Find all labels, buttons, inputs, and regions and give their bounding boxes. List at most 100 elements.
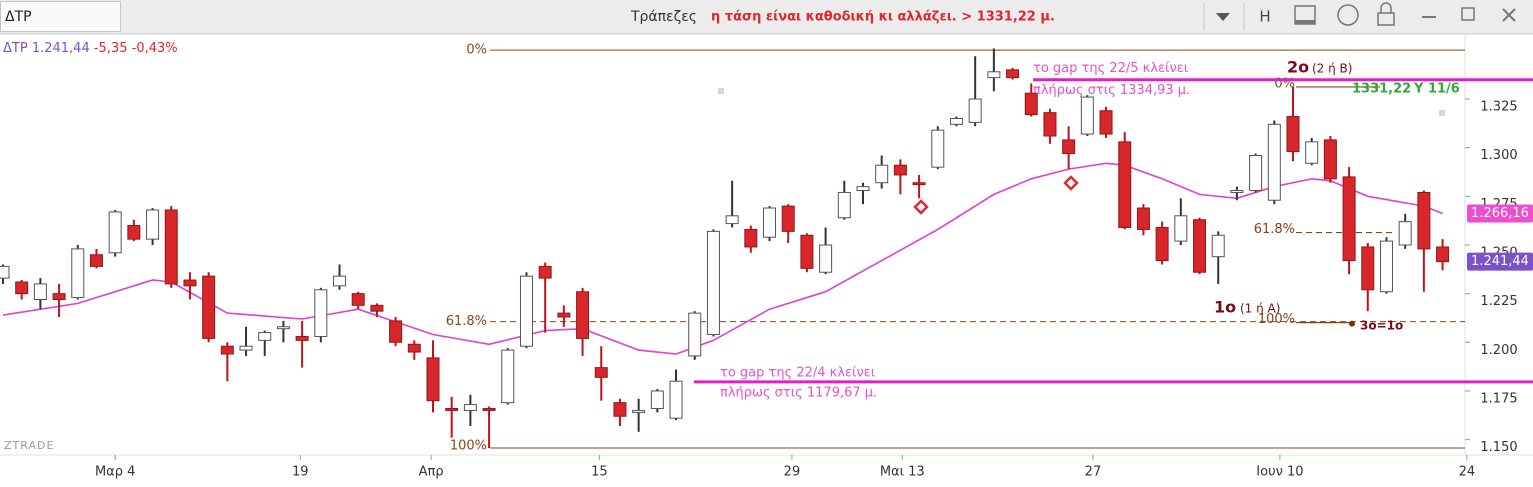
candle-body	[1323, 139, 1337, 180]
candle-body	[1062, 139, 1076, 155]
candle-body	[800, 234, 814, 269]
candle-body	[893, 164, 907, 176]
candle-body	[52, 293, 66, 300]
close-button[interactable]	[1502, 8, 1516, 22]
candle-body	[837, 191, 851, 219]
candle-body	[1043, 112, 1057, 137]
wave-label: 1ο	[1214, 298, 1236, 317]
group-text: Τράπεζες	[630, 9, 697, 25]
x-tick-label: 24	[1459, 465, 1476, 480]
price-label-box	[1467, 204, 1533, 223]
candle-body	[576, 291, 590, 339]
candle-body	[164, 209, 178, 285]
fib-label: 100%	[1258, 312, 1295, 327]
candle-body	[949, 117, 963, 125]
candle-body	[1080, 96, 1094, 135]
candle-body	[856, 186, 870, 192]
marker-square	[1439, 110, 1445, 116]
plot-area	[0, 35, 1533, 455]
candle-body	[463, 404, 477, 411]
dropdown-button[interactable]	[1216, 13, 1230, 21]
lock-button[interactable]	[1377, 12, 1395, 26]
candle-body	[669, 380, 683, 419]
candle-body	[389, 320, 403, 343]
wave-note: (2 ή Β)	[1312, 62, 1352, 76]
candle-body	[1118, 141, 1132, 228]
candle-body	[501, 349, 515, 404]
candle-body	[1136, 207, 1150, 230]
candle-body	[931, 129, 945, 168]
x-tick-label: 15	[591, 465, 608, 480]
candle-body	[725, 215, 739, 225]
candle-body	[987, 71, 1001, 79]
candle-body	[538, 265, 552, 279]
candle-body	[407, 343, 421, 353]
symbol-text: ΔΤΡ	[5, 9, 32, 25]
fib-label: 61.8%	[446, 314, 487, 329]
candle-body	[295, 335, 309, 341]
watermark: ZTRADE	[4, 439, 54, 452]
candle-body	[33, 283, 47, 300]
wave-dot	[1349, 320, 1355, 327]
symbol-input[interactable]	[0, 1, 121, 32]
alert-text: η τάση είναι καθοδική κι αλλάζει. > 1331…	[711, 10, 1055, 25]
candle-body	[426, 357, 440, 402]
panel-button-bar	[1295, 20, 1315, 24]
gap-text: το gap της 22/4 κλείνει	[720, 365, 875, 380]
y-tick-label: 1.325	[1480, 100, 1517, 115]
wave-note: (1 ή Α)	[1240, 302, 1280, 316]
candle-body	[1193, 219, 1207, 273]
fib-label: 100%	[450, 438, 487, 453]
candle-body	[127, 225, 141, 240]
x-tick-label: Μαρ 4	[95, 465, 135, 480]
candle-body	[688, 312, 702, 357]
y-tick-label: 1.150	[1480, 440, 1517, 455]
x-tick-label: 27	[1085, 465, 1102, 480]
candle-body	[1286, 116, 1300, 153]
candle-body	[146, 209, 160, 240]
marker-square	[718, 88, 724, 94]
y-tick-label: 1.225	[1480, 294, 1517, 309]
signal-marker	[1063, 175, 1079, 191]
candle-body	[239, 345, 253, 351]
wave-label: 3ο=1ο	[1360, 319, 1403, 333]
candle-body	[71, 248, 85, 299]
candle-body	[445, 407, 459, 411]
y-tick-label: 1.300	[1480, 148, 1517, 163]
candle-body	[89, 254, 103, 267]
x-tick-label: 19	[292, 465, 309, 480]
candle-body	[314, 289, 328, 337]
candle-body	[1267, 123, 1281, 201]
candle-body	[632, 409, 646, 413]
candle-body	[1361, 246, 1375, 291]
candle-body	[1342, 176, 1356, 262]
candle-body	[15, 281, 29, 295]
candle-body	[706, 230, 720, 336]
candle-body	[1398, 221, 1412, 246]
candle-body	[557, 312, 571, 318]
restore-button[interactable]	[1461, 7, 1475, 21]
x-tick-label: Ιουν 10	[1256, 465, 1303, 480]
price-label: 1.241,44	[1471, 254, 1529, 269]
legend: ΔΤΡ 1.241,44 -5,35 -0,43%	[3, 41, 178, 56]
candle-body	[1230, 190, 1244, 193]
y-tick-label: 1.200	[1480, 343, 1517, 358]
candle-body	[968, 98, 982, 123]
gap-text: το gap της 22/5 κλείνει	[1033, 61, 1188, 76]
candle-body	[744, 228, 758, 248]
y-tick-label: 1.175	[1480, 391, 1517, 406]
candle-body	[1249, 154, 1263, 192]
candle-body	[1379, 240, 1393, 293]
fib-label: 61.8%	[1254, 222, 1295, 237]
quote-button[interactable]	[1337, 4, 1359, 26]
gap-text: πλήρως στις 1334,93 μ.	[1033, 83, 1190, 98]
h-button[interactable]: H	[1259, 8, 1270, 26]
price-label: 1.266,16	[1471, 206, 1529, 221]
legend-price: 1.241,44	[32, 41, 90, 56]
candle-body	[819, 244, 833, 273]
candle-body	[1211, 234, 1225, 258]
candle-body	[108, 211, 122, 254]
candle-body	[351, 293, 365, 306]
x-tick-label: 29	[784, 465, 801, 480]
